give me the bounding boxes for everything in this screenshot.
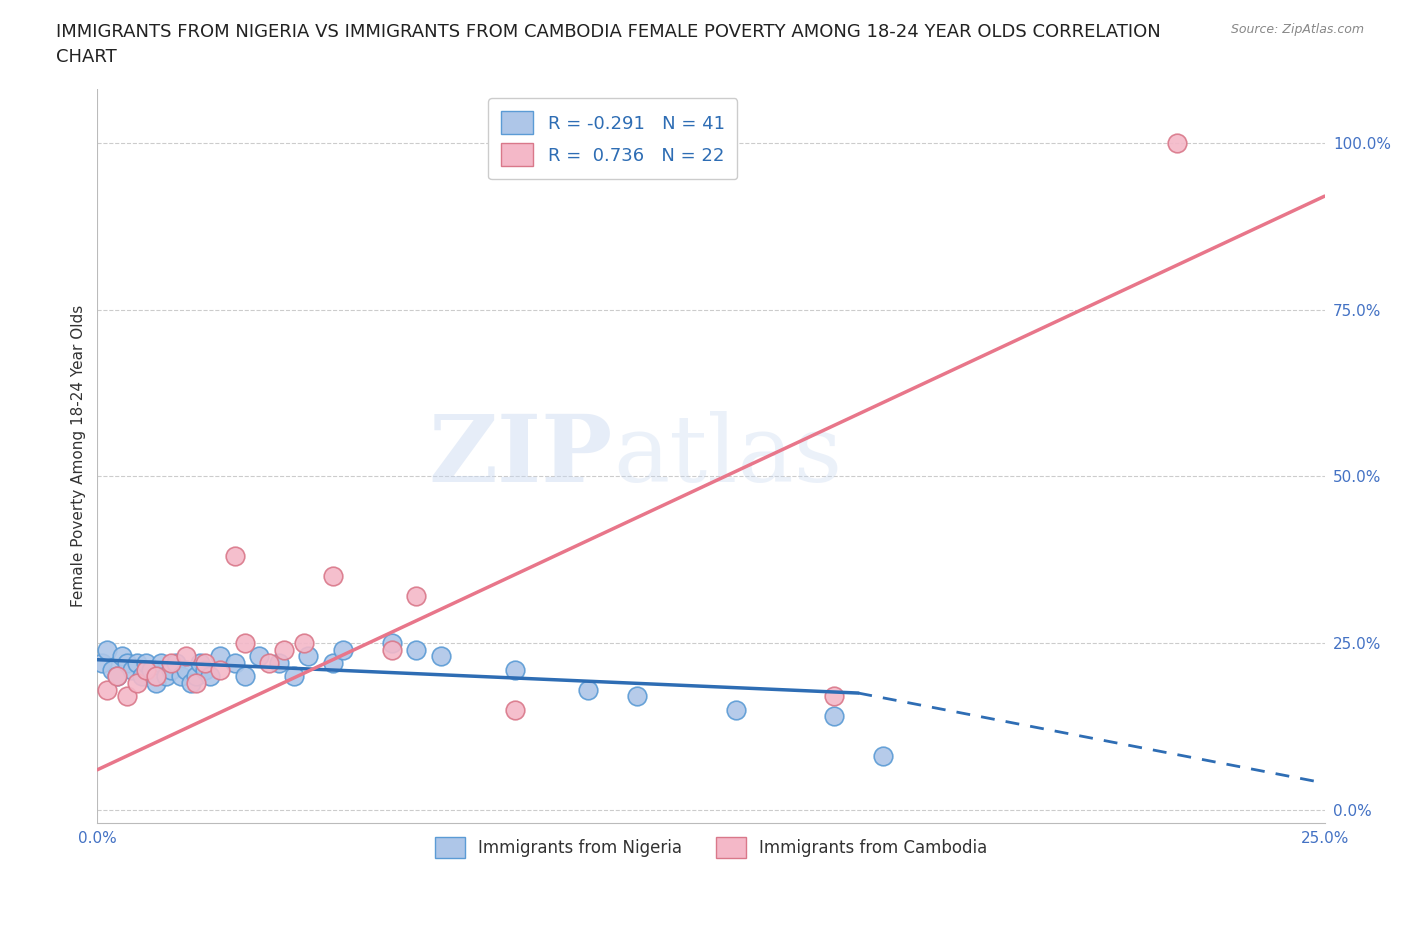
Point <box>233 635 256 650</box>
Point <box>121 662 143 677</box>
Point <box>150 656 173 671</box>
Point <box>184 669 207 684</box>
Point <box>115 656 138 671</box>
Point <box>125 656 148 671</box>
Point <box>224 656 246 671</box>
Point <box>209 662 232 677</box>
Point <box>297 649 319 664</box>
Text: atlas: atlas <box>613 411 842 501</box>
Point <box>267 656 290 671</box>
Point <box>155 669 177 684</box>
Point <box>381 643 404 658</box>
Point <box>322 656 344 671</box>
Point <box>160 656 183 671</box>
Point <box>135 656 157 671</box>
Point <box>91 656 114 671</box>
Point <box>233 669 256 684</box>
Point <box>381 635 404 650</box>
Point <box>160 662 183 677</box>
Point <box>823 709 845 724</box>
Point <box>131 669 153 684</box>
Point <box>184 675 207 690</box>
Point <box>273 643 295 658</box>
Point <box>405 589 427 604</box>
Point <box>145 675 167 690</box>
Point <box>145 669 167 684</box>
Point <box>125 675 148 690</box>
Point <box>170 669 193 684</box>
Text: ZIP: ZIP <box>429 411 613 501</box>
Point <box>194 656 217 671</box>
Point <box>174 649 197 664</box>
Point <box>626 689 648 704</box>
Text: CHART: CHART <box>56 48 117 66</box>
Point <box>322 569 344 584</box>
Point <box>224 549 246 564</box>
Text: IMMIGRANTS FROM NIGERIA VS IMMIGRANTS FROM CAMBODIA FEMALE POVERTY AMONG 18-24 Y: IMMIGRANTS FROM NIGERIA VS IMMIGRANTS FR… <box>56 23 1161 41</box>
Point <box>96 643 118 658</box>
Point <box>247 649 270 664</box>
Point <box>96 683 118 698</box>
Point <box>135 662 157 677</box>
Point <box>165 656 187 671</box>
Point <box>405 643 427 658</box>
Point <box>724 702 747 717</box>
Point <box>200 669 222 684</box>
Point <box>194 662 217 677</box>
Point <box>111 649 134 664</box>
Point <box>101 662 124 677</box>
Point <box>190 656 212 671</box>
Point <box>283 669 305 684</box>
Point <box>503 662 526 677</box>
Point <box>115 689 138 704</box>
Point <box>576 683 599 698</box>
Point <box>105 669 128 684</box>
Text: Source: ZipAtlas.com: Source: ZipAtlas.com <box>1230 23 1364 36</box>
Point <box>209 649 232 664</box>
Point <box>503 702 526 717</box>
Point <box>105 669 128 684</box>
Y-axis label: Female Poverty Among 18-24 Year Olds: Female Poverty Among 18-24 Year Olds <box>72 305 86 607</box>
Point <box>141 662 163 677</box>
Point <box>332 643 354 658</box>
Point <box>257 656 280 671</box>
Point <box>823 689 845 704</box>
Point <box>174 662 197 677</box>
Point <box>872 749 894 764</box>
Point <box>1166 136 1188 151</box>
Point <box>180 675 202 690</box>
Point <box>430 649 453 664</box>
Legend: Immigrants from Nigeria, Immigrants from Cambodia: Immigrants from Nigeria, Immigrants from… <box>423 825 998 870</box>
Point <box>292 635 315 650</box>
